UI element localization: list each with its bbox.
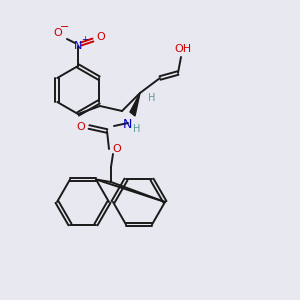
Text: N: N [74, 41, 82, 51]
Text: O: O [54, 28, 62, 38]
Text: H: H [133, 124, 141, 134]
Polygon shape [130, 93, 140, 116]
Text: O: O [112, 144, 122, 154]
Text: O: O [97, 32, 105, 42]
Text: OH: OH [174, 44, 192, 54]
Text: N: N [122, 118, 132, 131]
Text: H: H [148, 93, 156, 103]
Text: −: − [60, 22, 70, 32]
Text: O: O [76, 122, 85, 132]
Text: +: + [82, 35, 88, 44]
